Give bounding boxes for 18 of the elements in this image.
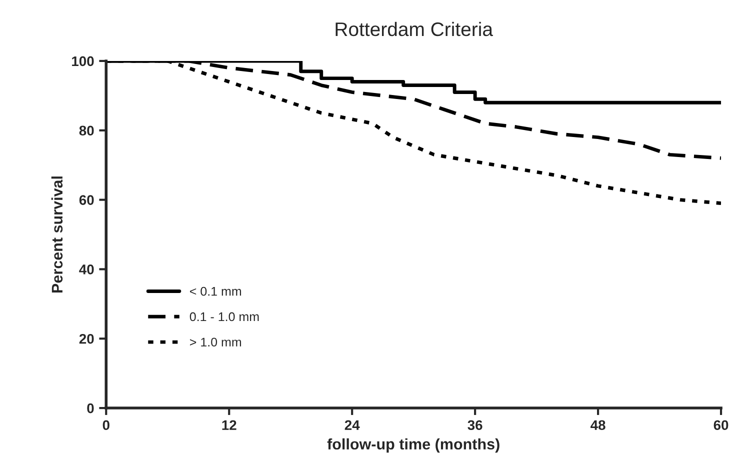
legend-label: 0.1 - 1.0 mm	[190, 312, 259, 322]
x-tick-label: 48	[590, 420, 606, 430]
y-tick-label: 100	[72, 56, 94, 66]
chart-title: Rotterdam Criteria	[336, 22, 494, 36]
x-tick-label: 60	[714, 420, 728, 430]
x-tick-label: 0	[102, 420, 110, 430]
y-tick-label: 20	[79, 334, 94, 344]
x-tick-label: 36	[468, 420, 482, 430]
y-tick-label: 0	[87, 403, 94, 414]
y-tick-label: 60	[79, 195, 94, 205]
y-tick-label: 80	[79, 126, 94, 136]
x-axis-title: follow-up time (months)	[327, 438, 500, 453]
x-tick-label: 24	[344, 420, 360, 430]
y-axis-title: Percent survival	[51, 176, 63, 292]
y-tick-label: 40	[79, 264, 94, 274]
legend-label: < 0.1 mm	[190, 286, 242, 296]
x-tick-label: 12	[222, 420, 236, 430]
legend-label: > 1.0 mm	[190, 338, 242, 347]
